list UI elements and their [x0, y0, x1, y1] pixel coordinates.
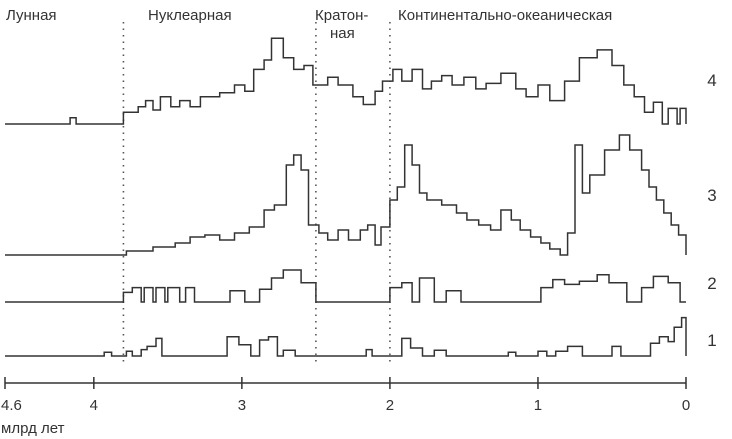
- era-label-1: Нуклеарная: [148, 7, 232, 24]
- era-label-2: Кратон-: [315, 7, 368, 24]
- era-boundaries: [122, 22, 391, 362]
- x-axis: млрд лет 4.6 4 3 2 1 0: [1, 377, 690, 437]
- series-line-3: [5, 134, 687, 256]
- x-tick-label-5: 0: [682, 397, 690, 414]
- series-layer: 4 3 2 1: [5, 37, 717, 357]
- series-line-1: [5, 316, 687, 357]
- x-tick-label-0: 4.6: [1, 397, 22, 414]
- x-tick-label-3: 2: [386, 397, 394, 414]
- series-label-1: 1: [707, 331, 716, 350]
- era-label-0: Лунная: [6, 7, 57, 24]
- series-line-4: [5, 37, 687, 125]
- x-tick-label-4: 1: [534, 397, 542, 414]
- series-label-2: 2: [707, 274, 716, 293]
- era-label-2-line2: ная: [330, 25, 355, 42]
- x-tick-label-1: 4: [90, 397, 98, 414]
- series-label-4: 4: [707, 71, 716, 90]
- x-tick-label-2: 3: [238, 397, 246, 414]
- era-labels: Лунная Нуклеарная Кратон-ная Континентально…: [6, 7, 612, 42]
- series-label-3: 3: [707, 186, 716, 205]
- series-line-2: [5, 269, 686, 303]
- era-label-3: Континентально-океаническая: [398, 7, 612, 24]
- x-axis-unit-label: млрд лет: [1, 420, 65, 437]
